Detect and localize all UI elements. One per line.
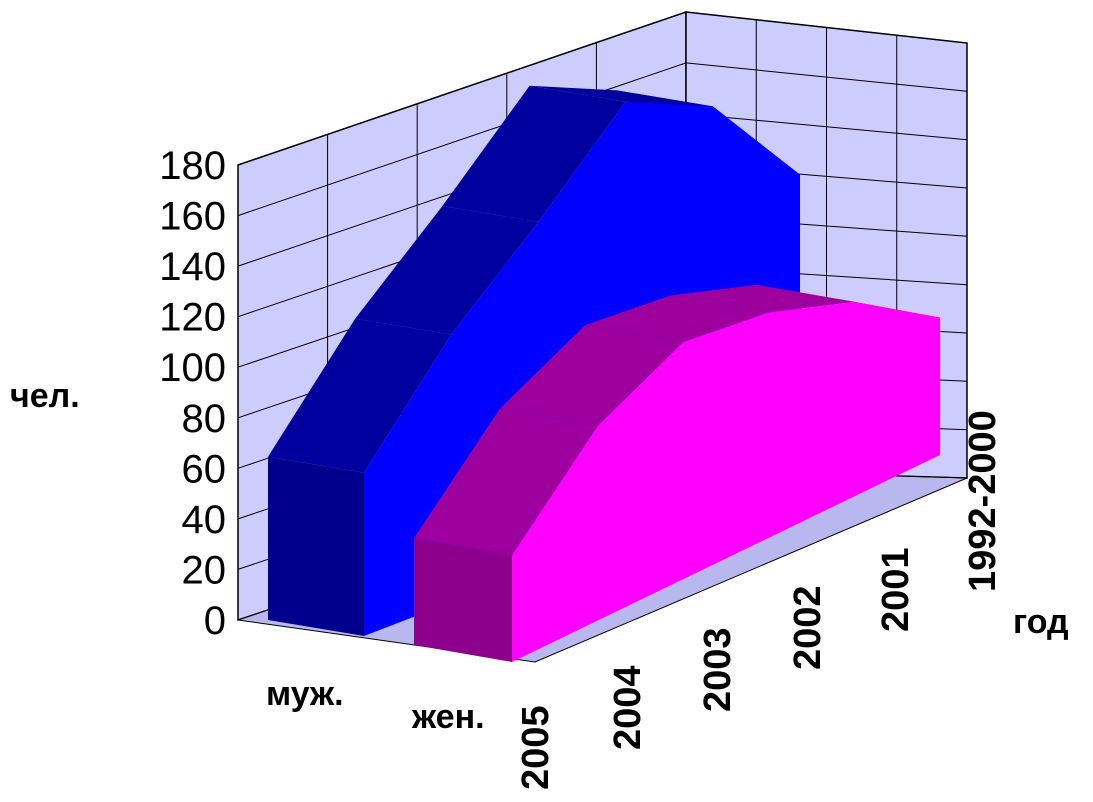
y-tick-label: 140 [159,245,226,289]
y-tick-label: 100 [159,346,226,390]
series-label-female: жен. [411,698,485,736]
y-axis-title: чел. [10,377,80,415]
x-tick-label: 2005 [515,705,557,790]
series-top-face [442,85,626,222]
series-top-face [499,325,684,427]
y-tick-label: 120 [159,296,226,340]
x-axis-ticks: 2005 2004 2003 2002 2001 1992-2000 [515,410,1004,790]
gridline-y [237,62,968,217]
y-tick-label: 160 [159,195,226,239]
series-areas [268,85,940,662]
series-label-male: муж. [266,675,344,713]
x-axis-title: год [1013,603,1069,641]
x-tick-label: 2004 [607,665,649,750]
y-tick-label: 0 [204,599,226,643]
y-tick-label: 20 [182,548,227,592]
y-axis-ticks: 0 20 40 60 80 100 120 140 160 180 [159,144,226,643]
x-tick-label: 1992-2000 [962,410,1004,592]
y-tick-label: 40 [182,498,227,542]
series-top-face [585,295,769,343]
series-top-face [355,206,539,335]
series-top-face [268,318,452,473]
x-tick-label: 2003 [697,627,739,712]
x-tick-label: 2001 [875,547,917,632]
series-top-face [414,409,598,556]
y-tick-label: 60 [182,447,227,491]
series-end-cap [268,456,364,636]
gridline-y [237,11,968,166]
series-side-face [512,301,940,662]
x-tick-label: 2002 [787,585,829,670]
series-top-face [670,284,855,313]
y-tick-label: 180 [159,144,226,188]
series-end-cap [414,538,512,662]
series-1 [414,284,940,662]
y-tick-label: 80 [182,397,227,441]
